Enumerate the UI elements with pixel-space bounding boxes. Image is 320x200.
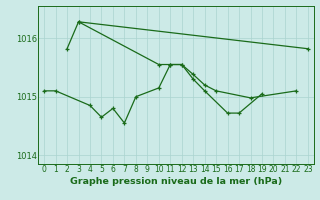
X-axis label: Graphe pression niveau de la mer (hPa): Graphe pression niveau de la mer (hPa) — [70, 177, 282, 186]
